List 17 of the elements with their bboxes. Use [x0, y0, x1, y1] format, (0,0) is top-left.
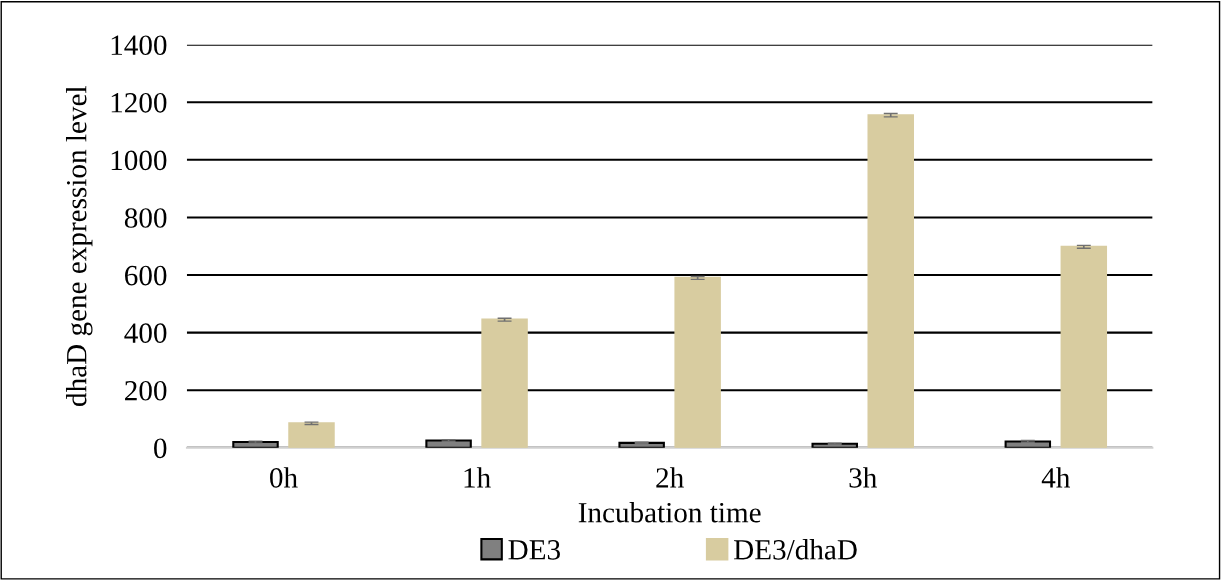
y-tick-label: 200 [125, 380, 167, 401]
y-tick-label: 400 [124, 323, 167, 343]
x-tick-label: 3h [849, 467, 877, 488]
x-axis-title: Incubation time [578, 501, 761, 523]
x-tick-label: 1h [464, 467, 491, 488]
legend-label: DE3/dhaD [734, 539, 857, 560]
y-tick-label: 1400 [111, 35, 167, 56]
y-tick-label: 600 [125, 265, 167, 286]
x-tick-label: 4h [1041, 467, 1071, 488]
y-tick-label: 800 [124, 208, 167, 228]
y-tick-label: 1200 [111, 92, 167, 113]
y-tick-label: 1000 [111, 150, 167, 171]
y-axis-title: dhaD gene expression level [65, 86, 93, 406]
x-tick-label: 2h [656, 467, 684, 488]
y-tick-label: 0 [154, 438, 167, 459]
legend-label: DE3 [508, 540, 560, 560]
x-tick-label: 0h [270, 467, 298, 488]
